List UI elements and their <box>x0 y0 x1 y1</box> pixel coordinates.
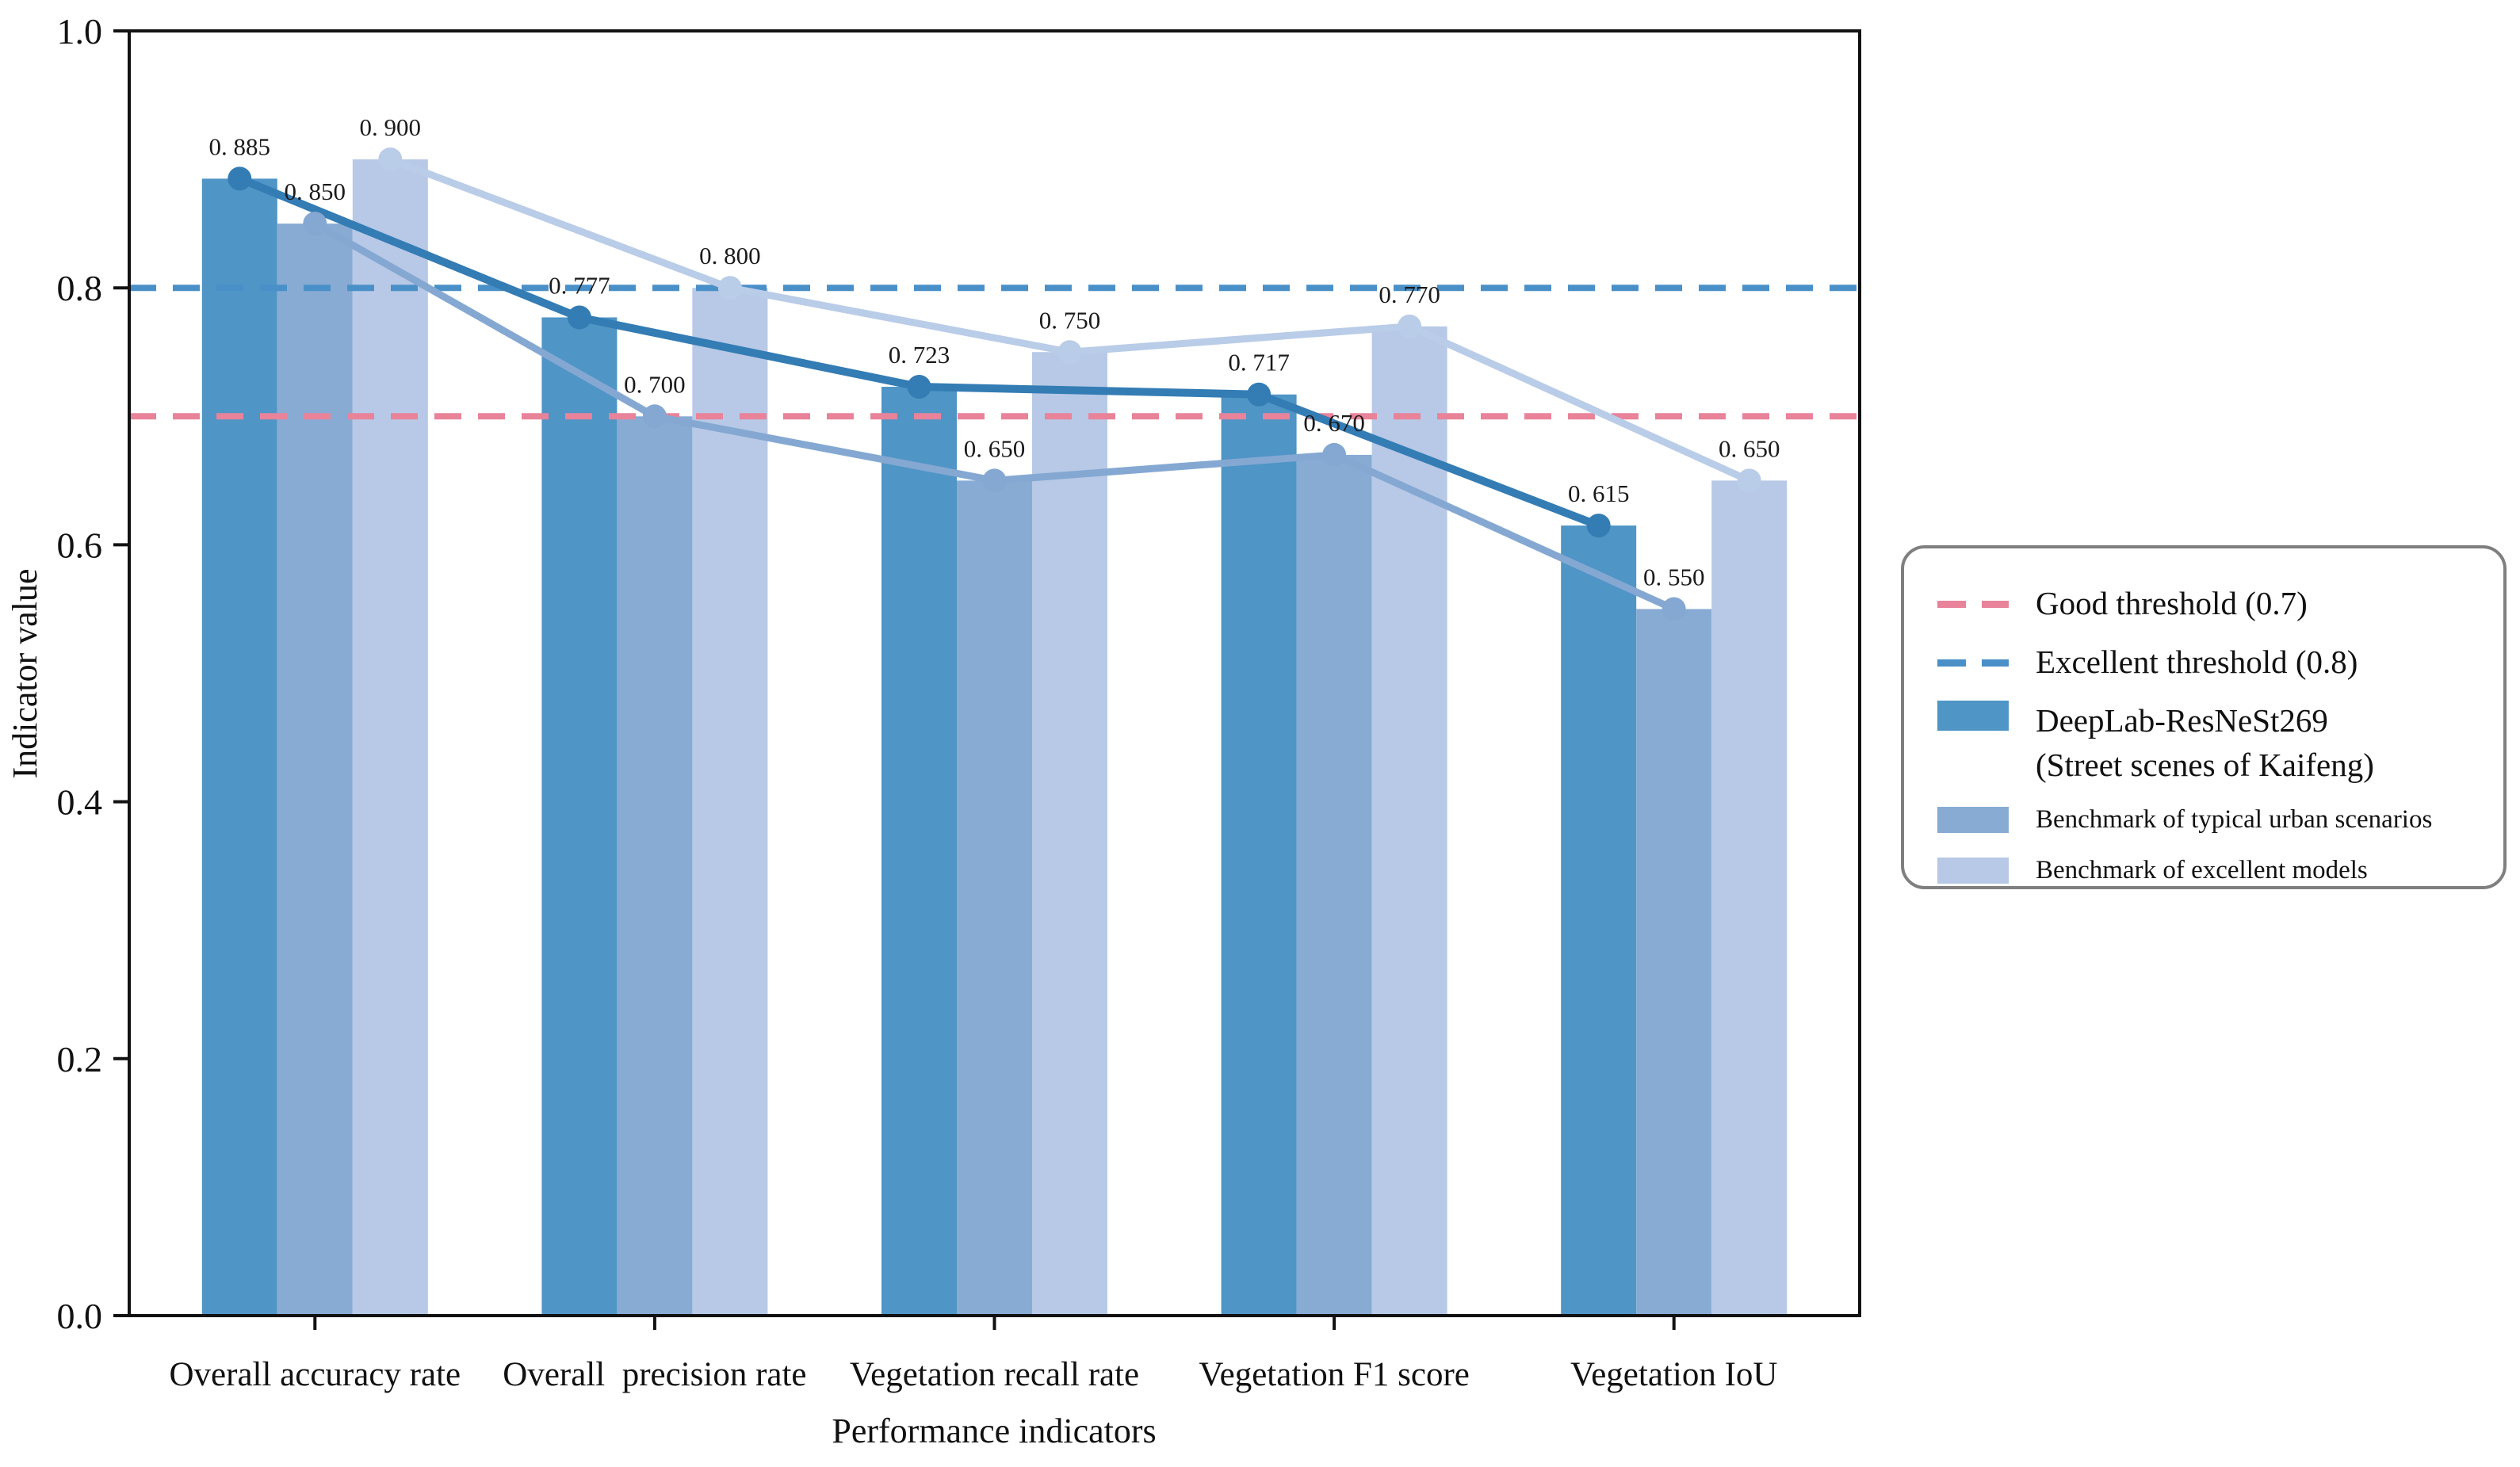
marker-excellent-models-4 <box>1737 468 1761 493</box>
marker-excellent-models-3 <box>1398 314 1422 338</box>
bar-swatch-typical-urban <box>1937 806 2009 833</box>
bar-deeplab-3 <box>1221 394 1297 1316</box>
legend-label: Good threshold (0.7) <box>2036 585 2308 621</box>
marker-excellent-models-1 <box>717 276 742 300</box>
y-tick-label: 0.6 <box>57 525 103 565</box>
legend-label: Benchmark of typical urban scenarios <box>2036 805 2433 835</box>
legend-entry-good-threshold: Good threshold (0.7) <box>1937 583 2476 623</box>
value-label-typical-urban-1: 0. 700 <box>624 370 686 398</box>
bar-deeplab-0 <box>201 178 277 1316</box>
legend-entry-deeplab: DeepLab-ResNeSt269 (Street scenes of Kai… <box>1937 701 2476 785</box>
bar-typical-urban-1 <box>617 416 693 1316</box>
bar-typical-urban-2 <box>957 480 1032 1316</box>
legend-label: Benchmark of excellent models <box>2036 856 2368 885</box>
legend-entry-excellent-threshold: Excellent threshold (0.8) <box>1937 642 2476 682</box>
bar-typical-urban-4 <box>1636 609 1712 1316</box>
marker-deeplab-3 <box>1247 382 1271 407</box>
y-tick-label: 0.0 <box>57 1296 103 1336</box>
value-label-excellent-models-4: 0. 650 <box>1719 434 1780 462</box>
dashed-line-swatch-good <box>1937 600 2009 608</box>
marker-typical-urban-0 <box>303 212 327 236</box>
bar-excellent-models-1 <box>692 288 768 1316</box>
legend-label: DeepLab-ResNeSt269 <box>2036 702 2328 739</box>
legend-entry-excellent-models: Benchmark of excellent models <box>1937 854 2476 886</box>
marker-deeplab-4 <box>1586 514 1611 538</box>
value-label-typical-urban-4: 0. 550 <box>1643 563 1705 590</box>
y-tick-label: 0.8 <box>57 268 103 308</box>
x-axis-title: Performance indicators <box>832 1412 1156 1450</box>
value-label-deeplab-0: 0. 885 <box>209 132 271 160</box>
marker-typical-urban-3 <box>1322 442 1347 467</box>
legend-text-block: DeepLab-ResNeSt269 (Street scenes of Kai… <box>2036 701 2374 785</box>
marker-typical-urban-4 <box>1662 597 1686 621</box>
bar-typical-urban-3 <box>1296 454 1372 1316</box>
value-label-deeplab-1: 0. 777 <box>549 271 610 299</box>
value-label-excellent-models-0: 0. 900 <box>360 113 422 141</box>
x-tick-label: Vegetation recall rate <box>850 1356 1139 1393</box>
y-axis-title: Indicator value <box>6 568 44 778</box>
bar-typical-urban-0 <box>277 223 353 1316</box>
bar-swatch-excellent-models <box>1937 857 2009 884</box>
marker-deeplab-2 <box>907 375 931 399</box>
bar-swatch-deeplab <box>1937 701 2009 732</box>
legend-label-line2: (Street scenes of Kaifeng) <box>2036 747 2374 784</box>
marker-excellent-models-2 <box>1057 340 1082 365</box>
x-tick-label: Overall precision rate <box>503 1356 806 1393</box>
value-label-excellent-models-3: 0. 770 <box>1379 281 1440 308</box>
legend-entry-typical-urban: Benchmark of typical urban scenarios <box>1937 804 2476 835</box>
bar-deeplab-2 <box>881 387 957 1316</box>
x-tick-label: Vegetation IoU <box>1570 1356 1778 1393</box>
legend-label: Excellent threshold (0.8) <box>2036 644 2358 681</box>
marker-typical-urban-2 <box>982 468 1007 493</box>
value-label-typical-urban-2: 0. 650 <box>964 434 1026 462</box>
legend: Good threshold (0.7) Excellent threshold… <box>1901 545 2507 889</box>
marker-deeplab-0 <box>228 166 252 191</box>
bar-deeplab-1 <box>541 317 618 1316</box>
value-label-excellent-models-1: 0. 800 <box>699 242 761 269</box>
y-tick-label: 1.0 <box>57 11 103 52</box>
value-label-deeplab-3: 0. 717 <box>1228 349 1290 376</box>
bar-excellent-models-2 <box>1032 352 1107 1316</box>
marker-typical-urban-1 <box>642 404 667 429</box>
x-tick-label: Vegetation F1 score <box>1199 1356 1470 1393</box>
value-label-deeplab-4: 0. 615 <box>1568 479 1630 507</box>
value-label-excellent-models-2: 0. 750 <box>1039 306 1101 334</box>
dashed-line-swatch-excellent <box>1937 659 2009 667</box>
bar-excellent-models-4 <box>1711 480 1788 1316</box>
y-tick-label: 0.4 <box>57 782 103 823</box>
value-label-deeplab-2: 0. 723 <box>889 341 950 369</box>
value-label-typical-urban-3: 0. 670 <box>1303 409 1365 437</box>
value-label-typical-urban-0: 0. 850 <box>285 178 346 205</box>
marker-excellent-models-0 <box>378 147 403 172</box>
bar-excellent-models-0 <box>352 159 428 1316</box>
y-tick-label: 0.2 <box>57 1039 103 1079</box>
chart-generated-layer: 0. 885 0. 777 0. 723 0. 717 0. 615 0. 850 0. 7… <box>57 11 1861 1393</box>
x-tick-label: Overall accuracy rate <box>169 1356 461 1393</box>
bar-deeplab-4 <box>1561 525 1637 1316</box>
marker-deeplab-1 <box>567 305 591 330</box>
